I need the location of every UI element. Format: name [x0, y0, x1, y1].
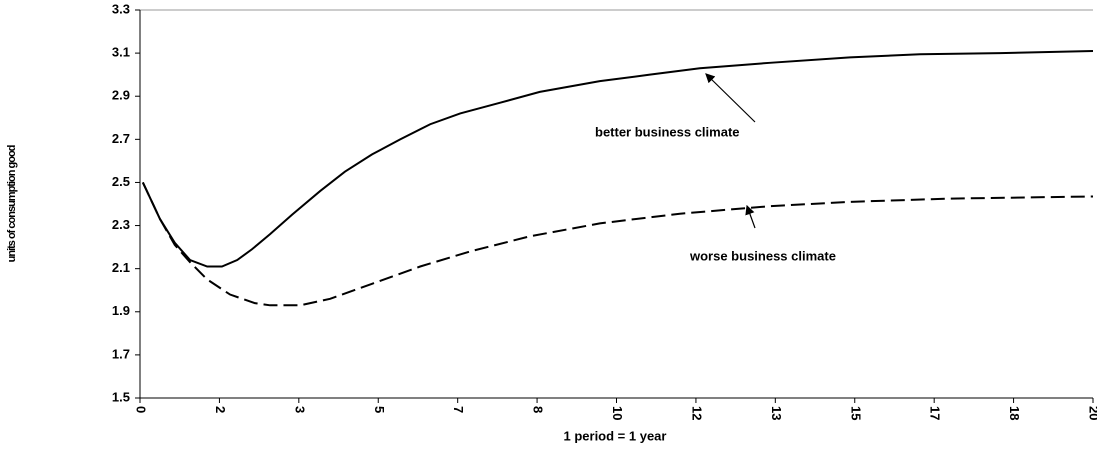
annotation: better business climate	[595, 124, 740, 139]
y-tick-label: 2.5	[112, 174, 130, 189]
annotation-arrow	[705, 73, 756, 123]
y-tick-label: 3.3	[112, 1, 130, 16]
x-tick-label: 12	[689, 406, 704, 420]
x-axis-label: 1 period = 1 year	[564, 428, 667, 443]
line-series	[141, 182, 1094, 307]
y-tick-label: 3.1	[112, 45, 130, 60]
y-axis-label: units of consumption good	[6, 145, 18, 262]
y-tick-label: 2.7	[112, 131, 130, 146]
x-tick-label: 20	[1087, 406, 1097, 420]
y-tick-label: 2.9	[112, 88, 130, 103]
x-tick-label: 2	[213, 406, 228, 413]
x-tick-label: 8	[531, 406, 546, 413]
x-tick-label: 10	[610, 406, 625, 420]
annotation: worse business climate	[689, 248, 836, 263]
annotation-arrow	[745, 204, 756, 229]
x-tick-label: 13	[769, 406, 784, 420]
x-tick-label: 15	[848, 406, 863, 420]
y-tick-label: 1.7	[112, 346, 130, 361]
y-tick-label: 2.1	[112, 260, 130, 275]
x-tick-label: 0	[134, 406, 149, 413]
x-tick-label: 17	[928, 406, 943, 420]
x-tick-label: 18	[1007, 406, 1022, 420]
x-tick-label: 3	[292, 406, 307, 413]
line-series	[141, 49, 1094, 268]
x-tick-label: 5	[372, 406, 387, 413]
y-tick-label: 2.3	[112, 217, 130, 232]
y-tick-label: 1.9	[112, 303, 130, 318]
x-tick-label: 7	[451, 406, 466, 413]
y-tick-label: 1.5	[112, 389, 130, 404]
